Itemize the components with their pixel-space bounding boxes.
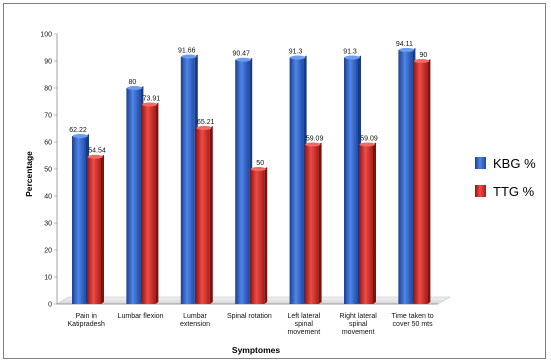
y-tick-label: 20 xyxy=(44,248,52,255)
x-axis-title: Symptomes xyxy=(232,345,280,355)
bar-kbg xyxy=(180,54,198,304)
data-label: 90.47 xyxy=(232,51,250,58)
data-label: 59.09 xyxy=(306,135,324,142)
legend-item: KBG % xyxy=(475,156,536,171)
legend-label: KBG % xyxy=(493,156,536,171)
data-label: 62.22 xyxy=(69,127,87,134)
chart-frame: 0 10 20 30 40 50 60 70 80 90 100 62.22 80 91.66 90.47… xyxy=(3,3,546,359)
bar-ttg xyxy=(195,125,213,304)
legend-swatch xyxy=(475,157,486,169)
data-label: 94.11 xyxy=(396,41,413,48)
y-tick-label: 90 xyxy=(44,59,52,66)
data-label: 91.3 xyxy=(289,48,303,55)
x-tick-label: Lumbar flexion xyxy=(118,313,164,320)
y-tick-label: 100 xyxy=(40,32,52,39)
bar-chart: 0 10 20 30 40 50 60 70 80 90 100 62.22 80 91.66 90.47… xyxy=(24,32,536,356)
bar-ttg xyxy=(304,142,322,304)
data-label: 80 xyxy=(129,79,137,86)
bar-kbg xyxy=(289,55,307,304)
bar-kbg xyxy=(344,55,361,304)
x-tick-label: Pain in Katipradesh xyxy=(68,313,105,328)
data-label: 50 xyxy=(256,160,264,167)
y-axis-title: Percentage xyxy=(24,151,34,197)
data-label: 91.66 xyxy=(178,48,196,55)
legend-swatch xyxy=(475,185,486,197)
bar-ttg xyxy=(141,102,159,305)
y-tick-label: 70 xyxy=(44,113,52,120)
legend-item: TTG % xyxy=(475,184,535,199)
data-label: 91.3 xyxy=(343,48,357,55)
bar-ttg xyxy=(413,59,431,304)
legend-label: TTG % xyxy=(493,184,535,199)
x-tick-label: Left lateral spinal movement xyxy=(287,313,320,336)
y-tick-label: 10 xyxy=(44,275,52,282)
data-label: 90 xyxy=(420,52,428,59)
bar-kbg xyxy=(72,134,89,304)
bar-ttg xyxy=(359,142,376,304)
data-label: 54.54 xyxy=(88,148,106,155)
data-label: 65.21 xyxy=(197,119,215,126)
y-tick-label: 30 xyxy=(44,221,52,228)
x-tick-label: Time taken to cover 50 mts xyxy=(392,313,434,328)
x-tick-label: Spinal rotation xyxy=(227,313,272,320)
bar-ttg xyxy=(87,154,104,304)
y-tick-label: 0 xyxy=(48,302,52,309)
y-tick-label: 60 xyxy=(44,140,52,147)
bar-kbg xyxy=(235,57,253,304)
y-tick-label: 80 xyxy=(44,86,52,93)
bar-kbg xyxy=(126,86,144,304)
x-tick-label: Right lateral spinal movement xyxy=(340,313,378,336)
data-label: 73.91 xyxy=(143,95,161,102)
x-tick-label: Lumbar extension xyxy=(180,313,210,328)
bar-kbg xyxy=(398,47,416,304)
y-tick-label: 40 xyxy=(44,194,52,201)
y-tick-label: 50 xyxy=(44,167,52,174)
bar-ttg xyxy=(250,167,268,304)
data-label: 59.09 xyxy=(360,135,378,142)
